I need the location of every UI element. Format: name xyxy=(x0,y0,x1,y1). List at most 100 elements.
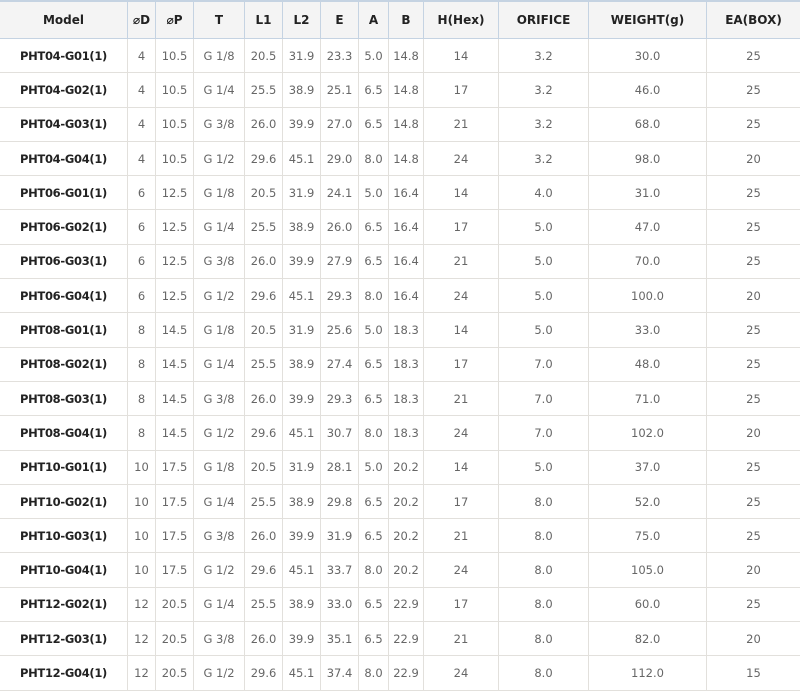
cell-model: PHT06-G01(1) xyxy=(0,176,128,210)
cell-hex: 24 xyxy=(424,656,499,690)
cell-diameter-p: 14.5 xyxy=(156,416,194,450)
cell-b: 16.4 xyxy=(389,176,424,210)
cell-thread: G 1/4 xyxy=(194,210,245,244)
cell-l1: 20.5 xyxy=(245,450,283,484)
cell-l1: 25.5 xyxy=(245,484,283,518)
cell-l2: 31.9 xyxy=(283,450,321,484)
cell-model: PHT04-G04(1) xyxy=(0,141,128,175)
cell-e: 29.3 xyxy=(321,279,359,313)
cell-l2: 45.1 xyxy=(283,279,321,313)
cell-l2: 39.9 xyxy=(283,107,321,141)
cell-hex: 21 xyxy=(424,519,499,553)
cell-model: PHT08-G02(1) xyxy=(0,347,128,381)
cell-ea-box: 25 xyxy=(707,176,800,210)
cell-a: 6.5 xyxy=(359,210,389,244)
cell-diameter-p: 10.5 xyxy=(156,73,194,107)
cell-l2: 38.9 xyxy=(283,347,321,381)
cell-model: PHT08-G04(1) xyxy=(0,416,128,450)
cell-orifice: 3.2 xyxy=(499,107,589,141)
cell-orifice: 3.2 xyxy=(499,141,589,175)
cell-hex: 14 xyxy=(424,313,499,347)
cell-e: 27.0 xyxy=(321,107,359,141)
cell-b: 20.2 xyxy=(389,484,424,518)
cell-orifice: 8.0 xyxy=(499,622,589,656)
cell-e: 33.0 xyxy=(321,587,359,621)
cell-l1: 26.0 xyxy=(245,519,283,553)
cell-diameter-d: 6 xyxy=(128,244,156,278)
cell-ea-box: 25 xyxy=(707,39,800,73)
cell-weight: 68.0 xyxy=(589,107,707,141)
cell-b: 18.3 xyxy=(389,381,424,415)
cell-weight: 47.0 xyxy=(589,210,707,244)
cell-e: 27.9 xyxy=(321,244,359,278)
cell-e: 33.7 xyxy=(321,553,359,587)
cell-diameter-d: 12 xyxy=(128,656,156,690)
cell-b: 14.8 xyxy=(389,107,424,141)
cell-orifice: 8.0 xyxy=(499,484,589,518)
cell-diameter-d: 4 xyxy=(128,73,156,107)
cell-diameter-d: 10 xyxy=(128,450,156,484)
cell-e: 25.6 xyxy=(321,313,359,347)
cell-b: 14.8 xyxy=(389,73,424,107)
cell-diameter-d: 6 xyxy=(128,279,156,313)
cell-l1: 29.6 xyxy=(245,279,283,313)
cell-e: 25.1 xyxy=(321,73,359,107)
cell-hex: 14 xyxy=(424,39,499,73)
cell-diameter-p: 20.5 xyxy=(156,587,194,621)
cell-l1: 25.5 xyxy=(245,587,283,621)
cell-a: 8.0 xyxy=(359,553,389,587)
cell-weight: 60.0 xyxy=(589,587,707,621)
cell-diameter-d: 4 xyxy=(128,39,156,73)
cell-diameter-d: 8 xyxy=(128,347,156,381)
cell-l2: 45.1 xyxy=(283,656,321,690)
cell-model: PHT10-G04(1) xyxy=(0,553,128,587)
cell-b: 20.2 xyxy=(389,519,424,553)
cell-weight: 30.0 xyxy=(589,39,707,73)
cell-diameter-p: 14.5 xyxy=(156,313,194,347)
header-a: A xyxy=(359,1,389,39)
cell-model: PHT10-G02(1) xyxy=(0,484,128,518)
header-l1: L1 xyxy=(245,1,283,39)
cell-thread: G 1/2 xyxy=(194,656,245,690)
cell-diameter-d: 10 xyxy=(128,484,156,518)
cell-diameter-p: 10.5 xyxy=(156,107,194,141)
cell-orifice: 5.0 xyxy=(499,313,589,347)
cell-model: PHT12-G02(1) xyxy=(0,587,128,621)
cell-model: PHT10-G01(1) xyxy=(0,450,128,484)
cell-diameter-p: 17.5 xyxy=(156,553,194,587)
cell-ea-box: 25 xyxy=(707,107,800,141)
header-hex: H(Hex) xyxy=(424,1,499,39)
cell-diameter-p: 12.5 xyxy=(156,210,194,244)
cell-weight: 102.0 xyxy=(589,416,707,450)
cell-hex: 24 xyxy=(424,553,499,587)
cell-a: 6.5 xyxy=(359,484,389,518)
cell-ea-box: 15 xyxy=(707,656,800,690)
cell-b: 18.3 xyxy=(389,347,424,381)
cell-ea-box: 20 xyxy=(707,141,800,175)
cell-l1: 20.5 xyxy=(245,39,283,73)
cell-orifice: 7.0 xyxy=(499,416,589,450)
cell-l2: 31.9 xyxy=(283,39,321,73)
cell-diameter-p: 12.5 xyxy=(156,279,194,313)
cell-orifice: 3.2 xyxy=(499,73,589,107)
cell-a: 8.0 xyxy=(359,279,389,313)
cell-e: 29.0 xyxy=(321,141,359,175)
cell-l2: 38.9 xyxy=(283,73,321,107)
cell-weight: 37.0 xyxy=(589,450,707,484)
cell-ea-box: 25 xyxy=(707,519,800,553)
cell-model: PHT06-G04(1) xyxy=(0,279,128,313)
cell-hex: 17 xyxy=(424,347,499,381)
cell-weight: 105.0 xyxy=(589,553,707,587)
cell-diameter-d: 12 xyxy=(128,622,156,656)
cell-model: PHT12-G04(1) xyxy=(0,656,128,690)
cell-orifice: 8.0 xyxy=(499,519,589,553)
cell-l2: 38.9 xyxy=(283,587,321,621)
cell-a: 5.0 xyxy=(359,313,389,347)
